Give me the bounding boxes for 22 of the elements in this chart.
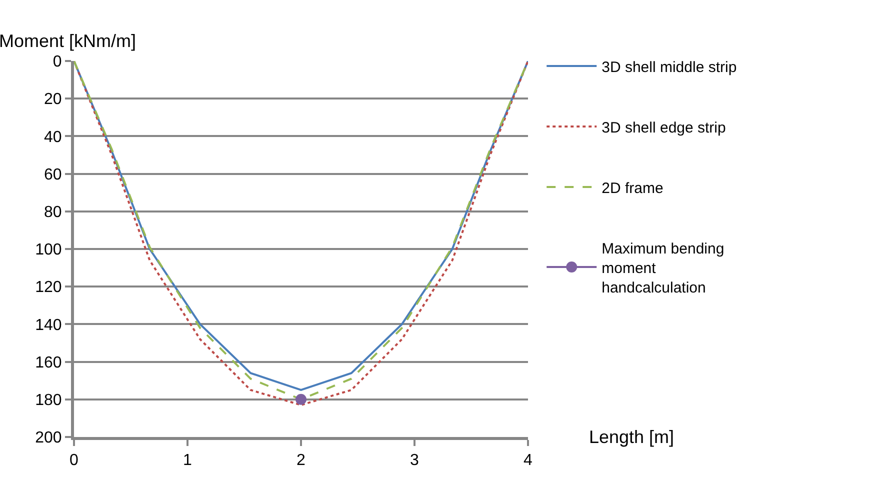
legend-label: 3D shell edge strip — [602, 119, 726, 136]
x-tick-label: 4 — [524, 452, 533, 470]
y-tick-label: 80 — [44, 204, 62, 221]
legend-label: Maximum bending moment handcalculation — [602, 240, 724, 296]
x-tick-label: 0 — [70, 452, 79, 470]
legend-label: 2D frame — [602, 180, 664, 197]
y-tick-label: 40 — [44, 128, 62, 146]
x-tick-label: 2 — [296, 452, 306, 470]
y-tick-label: 0 — [52, 54, 62, 71]
y-tick-label: 200 — [35, 430, 62, 447]
legend-label: 3D shell middle strip — [602, 58, 737, 76]
x-tick-label: 1 — [183, 452, 192, 470]
y-tick-label: 180 — [35, 392, 62, 409]
y-tick-label: 100 — [35, 242, 62, 259]
y-tick-label: 160 — [35, 354, 62, 372]
y-tick-label: 20 — [44, 91, 62, 108]
x-axis-title: Length [m] — [589, 427, 674, 447]
y-tick-label: 140 — [35, 316, 62, 334]
y-tick-label: 120 — [35, 279, 62, 296]
y-axis-title: Moment [kNm/m] — [0, 31, 136, 51]
x-tick-label: 3 — [410, 452, 420, 470]
y-tick-label: 60 — [44, 166, 62, 184]
